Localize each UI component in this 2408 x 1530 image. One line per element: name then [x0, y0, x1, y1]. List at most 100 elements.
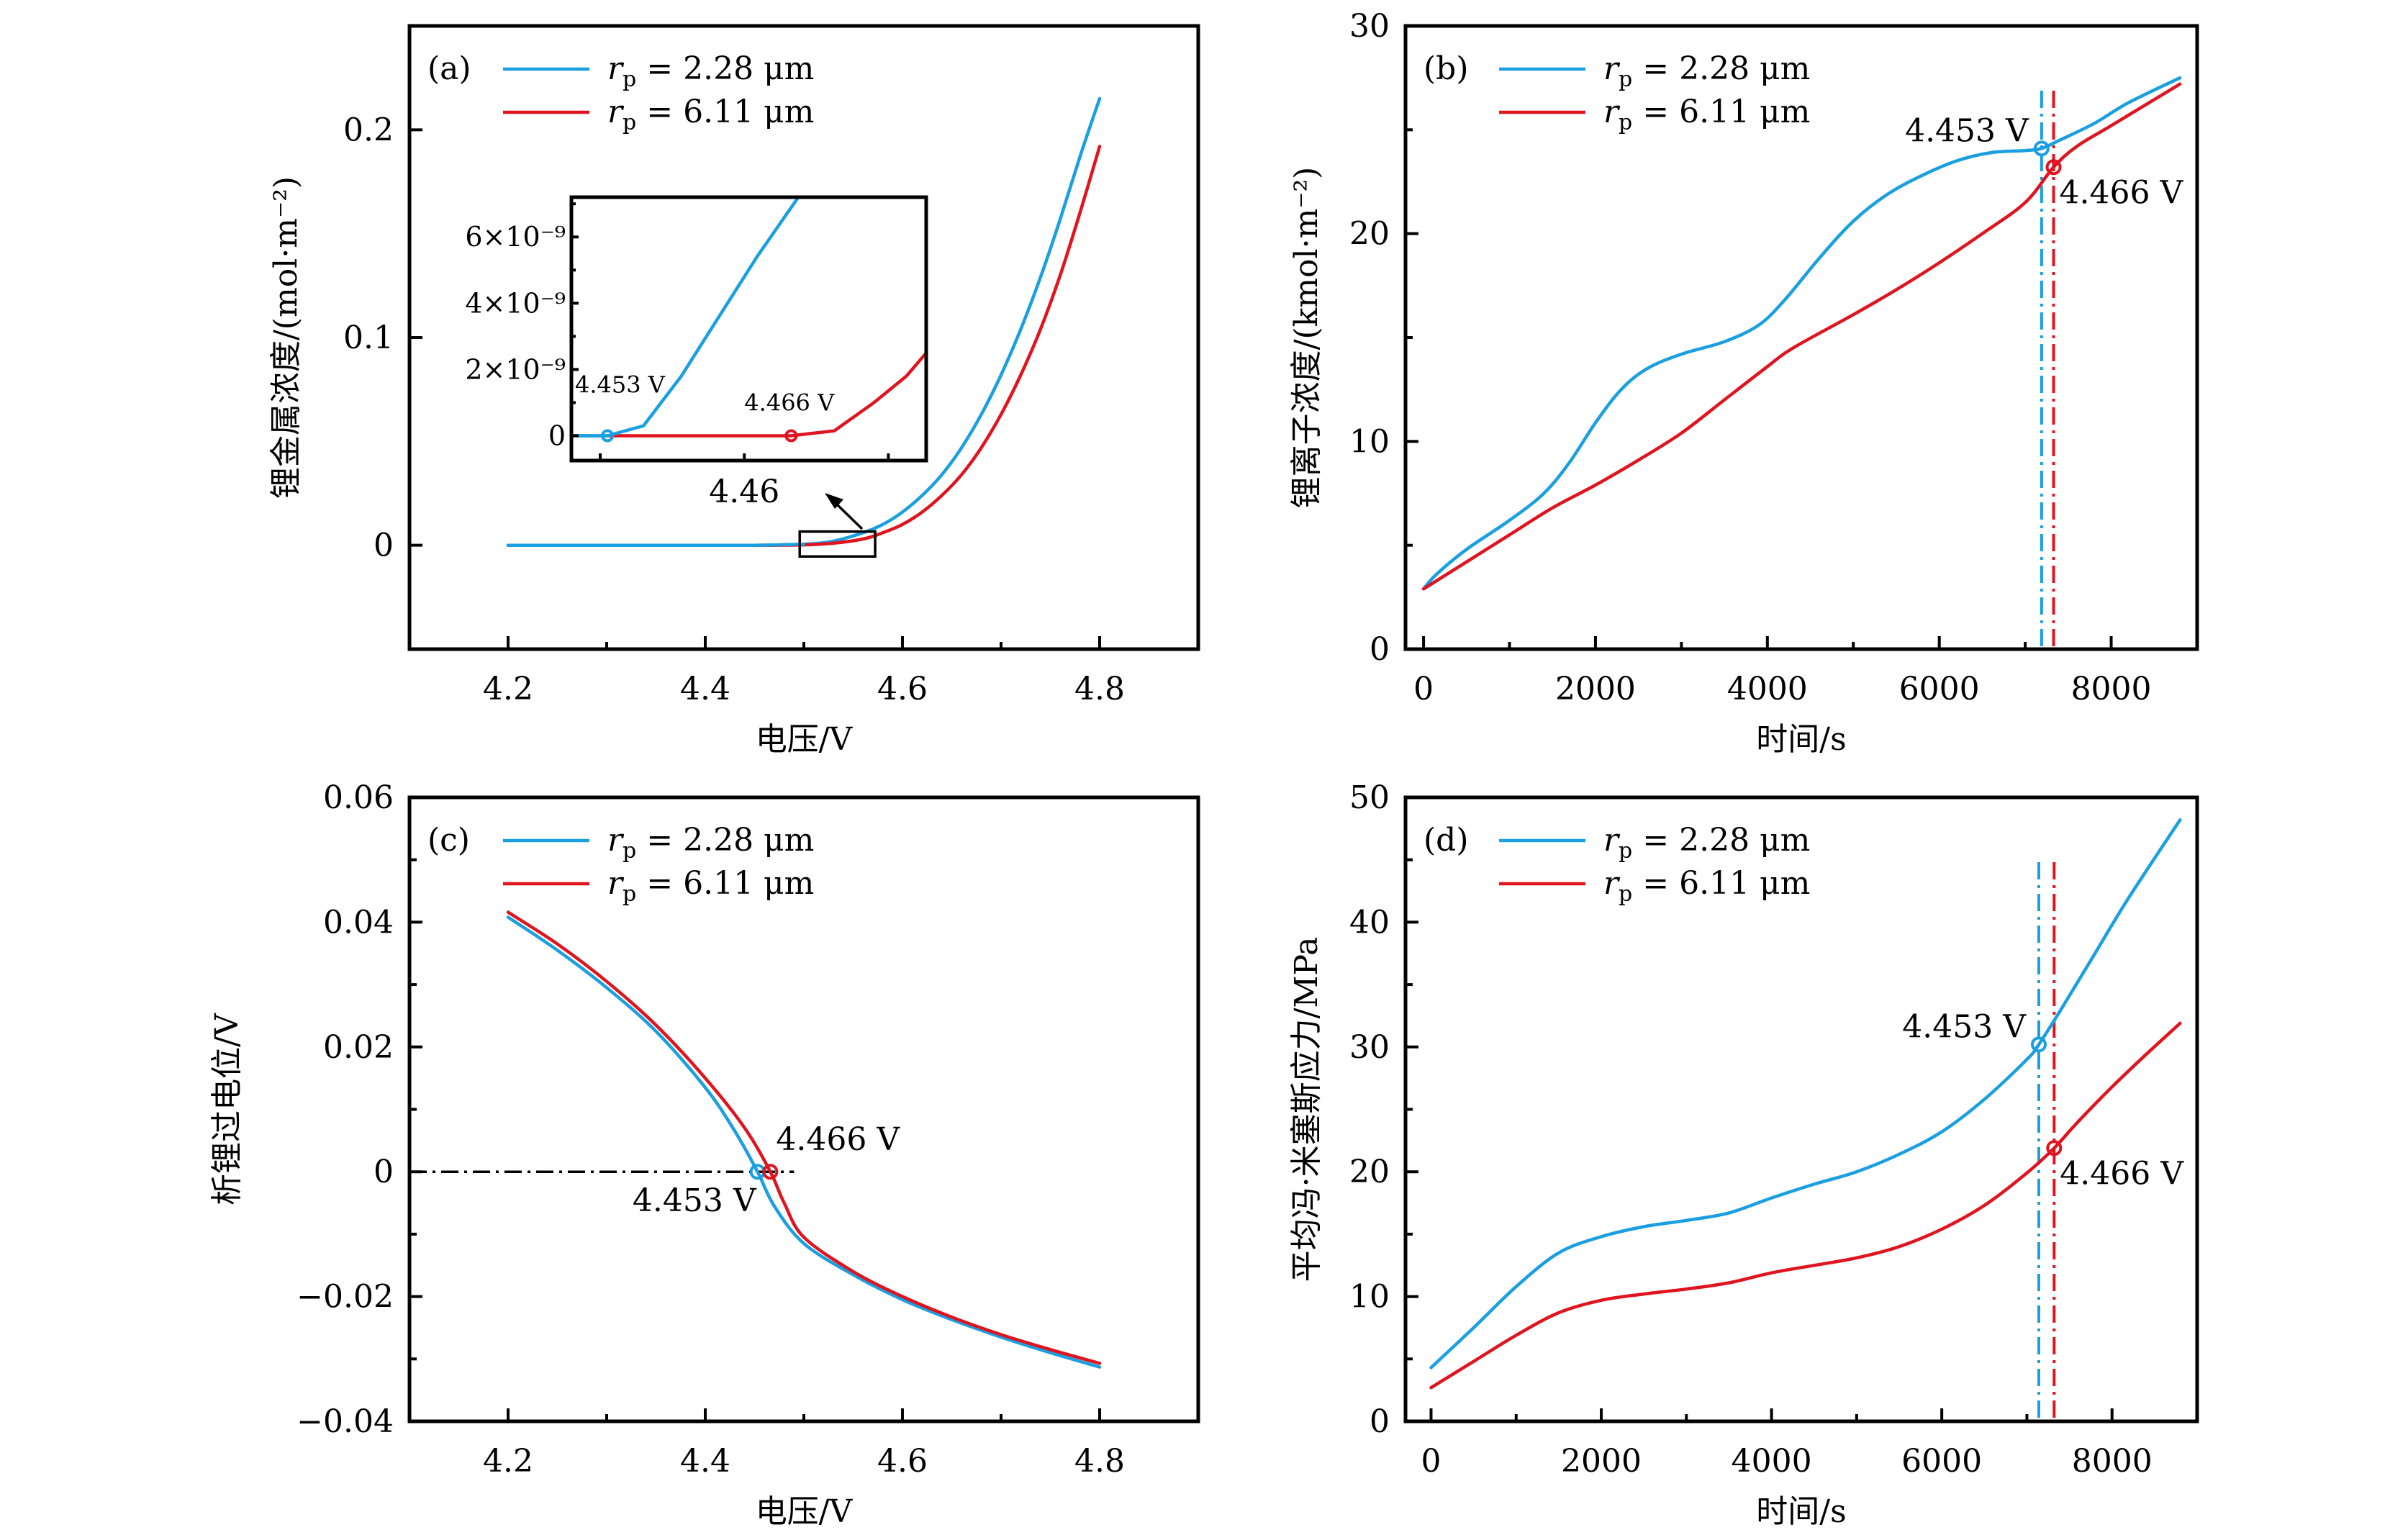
y-axis-label: 锂金属浓度/(mol·m⁻²) — [268, 176, 304, 499]
axes-frame — [407, 795, 1200, 1423]
y-axis-label: 析锂过电位/V — [209, 1013, 245, 1205]
x-tick-label: 4.6 — [877, 671, 928, 707]
y-tick-label: 40 — [1349, 904, 1390, 941]
y-tick-label: 10 — [1349, 1279, 1390, 1316]
x-tick-label: 4.2 — [483, 671, 533, 707]
y-tick-label: 0 — [1370, 1403, 1390, 1440]
legend-text: = 6.11 μm — [636, 94, 814, 130]
legend-text: = 6.11 μm — [636, 865, 814, 902]
legend-text: = 2.28 μm — [636, 50, 814, 87]
y-tick-label: 0.02 — [323, 1029, 394, 1066]
inset-onset-marker — [601, 429, 615, 443]
y-tick-label: 20 — [1349, 216, 1390, 253]
panel-tag: (b) — [1423, 50, 1469, 87]
panel-tag: (d) — [1423, 822, 1469, 859]
inset-y-tick-label: 0 — [548, 420, 566, 451]
legend-entry: rp = 2.28 μm — [1603, 822, 1810, 864]
legend-entry: rp = 2.28 μm — [1603, 50, 1810, 92]
x-axis-label: 电压/V — [756, 1493, 854, 1530]
legend-symbol: r — [607, 50, 625, 87]
inset: 4.46 0 2×10⁻⁹ 4×10⁻⁹ 6×10⁻⁹ 4.453 V 4.466 V — [465, 195, 928, 510]
legend-entry: rp = 6.11 μm — [607, 865, 814, 907]
x-tick-label: 8000 — [2071, 671, 2152, 707]
y-tick-label: 0.04 — [323, 904, 394, 941]
panel-d: 0 2000 4000 6000 8000 0 10 20 30 40 50 时间/s 平均冯·米塞斯应… — [1288, 779, 2199, 1530]
panel-tag: (c) — [427, 822, 470, 859]
legend-entry: rp = 6.11 μm — [1603, 865, 1810, 907]
onset-voltage-label: 4.453 V — [633, 1182, 757, 1219]
inset-y-tick-label: 2×10⁻⁹ — [465, 353, 566, 385]
series-rp-2.28-line — [1421, 76, 2182, 591]
legend-entry: rp = 6.11 μm — [607, 94, 814, 135]
legend-subscript: p — [623, 838, 636, 864]
y-tick-label: 0.2 — [343, 112, 394, 148]
legend-symbol: r — [1603, 94, 1621, 130]
legend-subscript: p — [1619, 67, 1632, 92]
legend-text: = 2.28 μm — [636, 822, 814, 859]
x-tick-label: 6000 — [1899, 671, 1980, 707]
onset-voltage-label: 4.466 V — [2060, 174, 2184, 211]
legend-entry: rp = 2.28 μm — [607, 50, 814, 92]
onset-voltage-label: 4.466 V — [776, 1121, 900, 1158]
legend-subscript: p — [1619, 110, 1632, 135]
x-tick-label: 4.8 — [1074, 671, 1125, 707]
inset-y-tick-label: 6×10⁻⁹ — [465, 221, 566, 253]
x-tick-label: 4000 — [1727, 671, 1808, 707]
axes-frame — [1403, 24, 2199, 651]
x-tick-label: 4.2 — [483, 1443, 533, 1480]
onset-marker — [2046, 1140, 2063, 1156]
onset-marker — [762, 1164, 779, 1180]
inset-onset-label: 4.453 V — [575, 371, 666, 398]
inset-x-tick-label: 4.46 — [709, 474, 779, 510]
series-rp-6.11-line — [1429, 1021, 2182, 1390]
series-rp-6.11-line — [506, 910, 1102, 1365]
x-tick-label: 4.4 — [680, 1443, 730, 1480]
onset-voltage-label: 4.453 V — [1902, 1008, 2027, 1045]
y-tick-label: 30 — [1349, 1029, 1390, 1066]
x-tick-label: 0 — [1413, 671, 1434, 707]
legend-symbol: r — [607, 822, 625, 859]
series-rp-2.28-line — [1429, 818, 2182, 1370]
plot-area — [1421, 76, 2182, 649]
x-axis-label: 电压/V — [756, 721, 854, 758]
panel-c: 4.2 4.4 4.6 4.8 −0.04 −0.02 0 0.02 0.04 0.06 电压/V 析… — [209, 779, 1200, 1530]
x-tick-label: 4.6 — [877, 1443, 928, 1480]
y-axis-label: 平均冯·米塞斯应力/MPa — [1288, 937, 1325, 1282]
x-tick-label: 6000 — [1901, 1443, 1982, 1480]
axes-frame — [1403, 795, 2199, 1423]
x-axis-label: 时间/s — [1756, 721, 1846, 758]
legend-subscript: p — [623, 882, 636, 907]
zoom-arrow-head-icon — [825, 493, 843, 509]
legend-text: = 2.28 μm — [1632, 822, 1810, 859]
onset-marker — [2033, 140, 2050, 157]
series-rp-2.28-line — [506, 915, 1102, 1369]
inset-frame — [569, 195, 928, 463]
x-tick-label: 0 — [1421, 1443, 1441, 1480]
x-axis-label: 时间/s — [1756, 1493, 1846, 1530]
legend-symbol: r — [1603, 865, 1621, 902]
x-tick-label: 4.8 — [1074, 1443, 1125, 1480]
zoom-arrow-shaft — [833, 501, 864, 530]
inset-onset-label: 4.466 V — [744, 389, 835, 416]
zoom-region-box — [798, 530, 877, 558]
legend-text: = 6.11 μm — [1632, 94, 1810, 130]
y-tick-label: 0 — [374, 1154, 394, 1190]
y-tick-label: 0 — [374, 528, 394, 564]
x-tick-label: 4.4 — [680, 671, 730, 707]
plot-area — [506, 96, 1102, 548]
y-tick-label: 50 — [1349, 779, 1390, 816]
inset-y-tick-label: 4×10⁻⁹ — [465, 287, 566, 319]
panel-b: 0 2000 4000 6000 8000 0 10 20 30 时间/s 锂离子浓度/(kmol·… — [1288, 8, 2199, 758]
legend-entry: rp = 2.28 μm — [607, 822, 814, 864]
legend-symbol: r — [1603, 822, 1621, 859]
legend-subscript: p — [1619, 882, 1632, 907]
y-tick-label: 0.1 — [343, 320, 394, 356]
inset-series-rp-6.11-line — [605, 351, 926, 438]
y-tick-label: 0.06 — [323, 779, 394, 816]
y-tick-label: −0.04 — [297, 1403, 394, 1440]
legend-subscript: p — [623, 67, 636, 92]
onset-voltage-label: 4.453 V — [1905, 112, 2029, 149]
legend-symbol: r — [607, 94, 625, 130]
inset-background — [571, 197, 926, 461]
